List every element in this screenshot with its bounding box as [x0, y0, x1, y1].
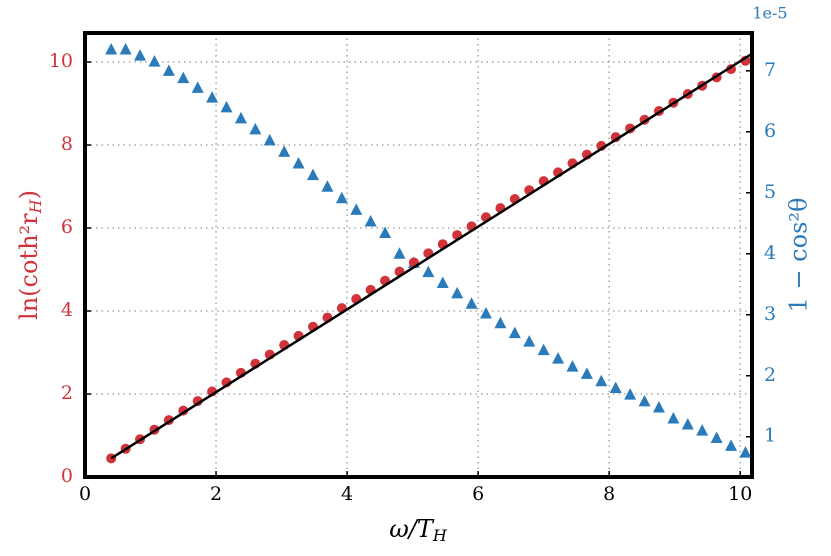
y2-tick-label: 7	[764, 59, 776, 81]
x-tick-label: 0	[79, 483, 91, 505]
y-label-sub: H	[26, 198, 45, 214]
triangle-marker	[234, 111, 247, 124]
y-tick-label: 0	[61, 465, 73, 487]
plot-frame	[83, 31, 754, 479]
x-tick-label: 10	[728, 483, 752, 505]
triangle-marker	[379, 226, 392, 239]
triangle-marker	[595, 374, 608, 387]
triangle-marker	[465, 297, 478, 309]
triangle-marker	[119, 42, 132, 55]
triangle-marker	[321, 180, 334, 192]
y-tick-label: 8	[61, 133, 73, 155]
x-label-sub: H	[432, 526, 448, 545]
triangle-marker	[162, 64, 175, 76]
x-tick-label: 2	[210, 483, 222, 505]
triangle-marker	[523, 335, 536, 347]
triangle-marker	[696, 424, 709, 436]
triangle-marker	[710, 431, 723, 443]
y2-tick-label: 6	[764, 120, 776, 142]
triangle-marker	[105, 42, 118, 55]
x-tick-label: 4	[341, 483, 353, 505]
triangle-marker	[494, 316, 507, 329]
y2-tick-label: 3	[764, 303, 776, 325]
triangle-marker	[652, 400, 665, 413]
y-tick-label: 6	[61, 216, 73, 238]
triangle-marker	[292, 157, 305, 169]
triangle-marker	[249, 122, 262, 135]
triangle-marker	[422, 265, 435, 278]
triangle-marker	[263, 133, 276, 146]
triangle-marker	[479, 307, 492, 319]
triangle-marker	[667, 411, 680, 424]
triangle-marker	[624, 388, 637, 400]
triangle-marker	[725, 439, 738, 451]
fit-line	[110, 52, 753, 460]
triangle-marker	[220, 100, 233, 113]
triangle-marker	[566, 360, 579, 372]
triangle-marker	[451, 286, 464, 299]
triangle-marker	[206, 91, 219, 103]
y-label-tail: )	[15, 190, 43, 199]
y-tick-label: 10	[49, 50, 73, 72]
y-axis-label: ln(coth²rH)	[15, 190, 45, 320]
triangle-marker	[739, 446, 752, 458]
y2-tick-label: 1	[764, 425, 776, 447]
x-tick-label: 8	[603, 483, 615, 505]
x-label-base: ω/T	[389, 515, 435, 543]
x-axis-label: ω/TH	[389, 515, 448, 545]
y2-offset: 1e-5	[752, 4, 787, 23]
triangle-marker	[350, 203, 363, 215]
y-tick-label: 4	[61, 299, 73, 321]
triangle-marker	[364, 214, 377, 227]
y-label-base: ln(coth²r	[15, 213, 43, 320]
triangle-marker	[436, 276, 449, 289]
y2-tick-label: 2	[764, 364, 776, 386]
triangle-marker	[278, 145, 291, 157]
triangle-marker	[307, 168, 320, 181]
triangle-marker	[638, 394, 651, 407]
triangle-marker	[335, 191, 348, 204]
y2-tick-label: 5	[764, 181, 776, 203]
x-tick-label: 6	[472, 483, 484, 505]
triangle-marker	[552, 352, 565, 364]
triangle-marker	[508, 326, 521, 339]
triangle-marker	[580, 367, 593, 379]
y-tick-label: 2	[61, 382, 73, 404]
triangle-marker	[393, 247, 406, 259]
triangle-marker	[537, 343, 550, 356]
triangle-marker	[148, 55, 161, 67]
triangle-marker	[177, 71, 190, 84]
triangle-marker	[134, 49, 147, 61]
triangle-marker	[681, 418, 694, 430]
y2-axis-label: 1 − cos²θ	[785, 198, 813, 313]
triangle-marker	[609, 381, 622, 393]
triangle-marker	[191, 81, 204, 93]
y2-tick-label: 4	[764, 242, 776, 264]
